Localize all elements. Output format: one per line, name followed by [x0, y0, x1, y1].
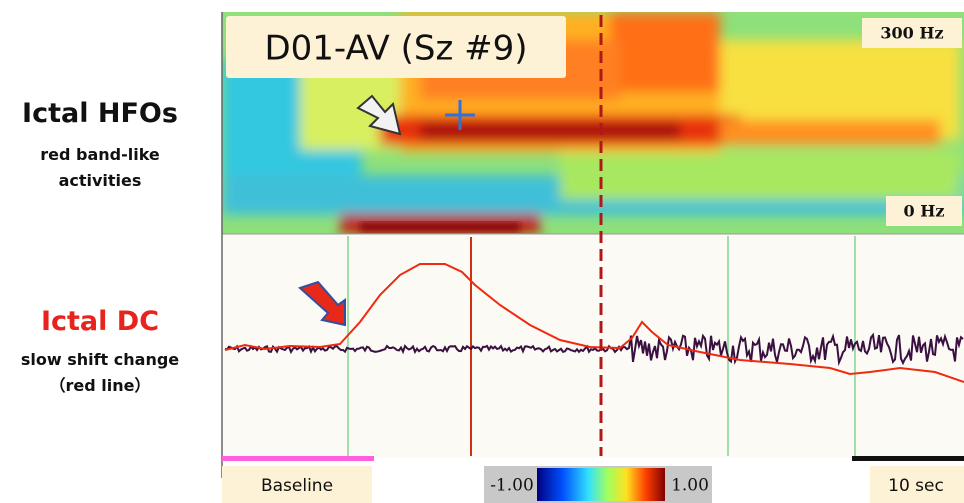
freq-bottom: 0 Hz: [904, 202, 945, 221]
dc-title: Ictal DC: [41, 306, 159, 337]
spectrogram: [222, 12, 964, 234]
baseline-box: [222, 466, 372, 503]
ac-trace: [224, 332, 964, 367]
hfo-desc: red band-like: [40, 145, 160, 164]
arrow: [356, 94, 402, 136]
hfo-title: Ictal HFOs: [22, 98, 178, 129]
hfo-desc: activities: [59, 171, 142, 190]
freq-top: 300 Hz: [880, 24, 943, 43]
colorbar: [537, 468, 665, 501]
trace-panel: [222, 234, 964, 458]
dc-desc: （red line）: [50, 376, 151, 395]
freq-box: [886, 196, 962, 226]
scale-bar: [852, 456, 964, 461]
scale-box: [870, 466, 964, 503]
colorbar-max: 1.00: [671, 476, 709, 496]
baseline-label: Baseline: [261, 476, 333, 496]
title-box: [226, 16, 566, 78]
scale-label: 10 sec: [888, 476, 944, 496]
dc-trace: [224, 263, 964, 383]
arrow: [298, 280, 346, 327]
baseline-bar: [222, 456, 374, 461]
spectrogram-title: D01-AV (Sz #9): [264, 29, 527, 69]
colorbar-min: -1.00: [490, 476, 534, 496]
freq-box: [862, 18, 962, 48]
dc-desc: slow shift change: [21, 350, 179, 369]
